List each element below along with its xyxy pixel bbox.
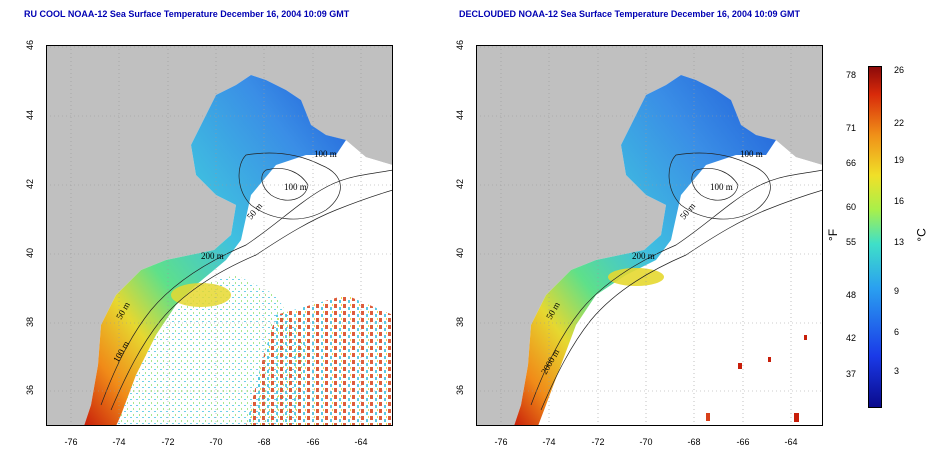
celsius-unit-label: °C <box>914 228 929 242</box>
lat-tick-label: 42 <box>455 179 465 190</box>
shelf-water <box>84 75 346 426</box>
lon-tick-label: -66 <box>736 437 750 447</box>
left-map-graphic: 100 m 100 m 50 m 200 m 50 m 100 m <box>46 45 393 426</box>
lat-tick-label: 38 <box>25 317 35 328</box>
fahrenheit-tick-label: 78 <box>846 70 857 80</box>
celsius-tick-label: 22 <box>894 118 905 128</box>
lon-tick-label: -70 <box>209 437 223 447</box>
celsius-tick-label: 9 <box>894 286 900 296</box>
contour-label: 100 m <box>284 182 307 192</box>
lat-tick-label: 46 <box>25 40 35 51</box>
lon-tick-label: -64 <box>354 437 368 447</box>
celsius-tick-label: 13 <box>894 237 905 247</box>
land-mass <box>46 45 393 426</box>
lon-tick-label: -68 <box>687 437 701 447</box>
lat-tick-label: 36 <box>455 385 465 396</box>
lon-tick-label: -72 <box>161 437 175 447</box>
lat-tick-label: 38 <box>455 317 465 328</box>
colorbar <box>868 66 882 408</box>
celsius-tick-label: 26 <box>894 65 905 75</box>
lat-tick-label: 46 <box>455 40 465 51</box>
lon-tick-label: -70 <box>639 437 653 447</box>
celsius-tick-label: 16 <box>894 196 905 206</box>
lon-tick-label: -68 <box>257 437 271 447</box>
right-sst-map: 100 m 100 m 50 m 200 m 50 m 2000 m <box>476 45 823 426</box>
lat-tick-label: 42 <box>25 179 35 190</box>
contour-label: 100 m <box>314 149 337 159</box>
fahrenheit-tick-label: 48 <box>846 290 857 300</box>
lon-tick-label: -72 <box>591 437 605 447</box>
contour-label: 100 m <box>710 182 733 192</box>
fahrenheit-tick-label: 37 <box>846 369 857 379</box>
contour-label: 200 m <box>201 251 224 261</box>
celsius-tick-label: 6 <box>894 327 900 337</box>
lon-tick-label: -74 <box>112 437 126 447</box>
left-sst-map: 100 m 100 m 50 m 200 m 50 m 100 m <box>46 45 393 426</box>
land-mass <box>476 45 823 426</box>
lon-tick-label: -76 <box>64 437 78 447</box>
lon-tick-label: -76 <box>494 437 508 447</box>
lat-tick-label: 40 <box>25 248 35 259</box>
lon-tick-label: -66 <box>306 437 320 447</box>
celsius-tick-label: 19 <box>894 155 905 165</box>
fahrenheit-tick-label: 55 <box>846 237 857 247</box>
fahrenheit-tick-label: 42 <box>846 333 857 343</box>
contour-label: 100 m <box>740 149 763 159</box>
fahrenheit-tick-label: 60 <box>846 202 857 212</box>
fahrenheit-tick-label: 66 <box>846 158 857 168</box>
contour-label: 50 m <box>678 201 697 221</box>
left-map-title: RU COOL NOAA-12 Sea Surface Temperature … <box>24 9 350 19</box>
shelf-water <box>514 75 776 426</box>
celsius-tick-label: 3 <box>894 366 900 376</box>
right-map-title: DECLOUDED NOAA-12 Sea Surface Temperatur… <box>459 9 800 19</box>
fahrenheit-tick-label: 71 <box>846 123 857 133</box>
fahrenheit-unit-label: °F <box>826 228 841 242</box>
contour-label: 200 m <box>632 251 655 261</box>
lon-tick-label: -74 <box>542 437 556 447</box>
lat-tick-label: 44 <box>455 110 465 121</box>
right-map-graphic: 100 m 100 m 50 m 200 m 50 m 2000 m <box>476 45 823 426</box>
lat-tick-label: 40 <box>455 248 465 259</box>
lat-tick-label: 36 <box>25 385 35 396</box>
lon-tick-label: -64 <box>784 437 798 447</box>
lat-tick-label: 44 <box>25 110 35 121</box>
